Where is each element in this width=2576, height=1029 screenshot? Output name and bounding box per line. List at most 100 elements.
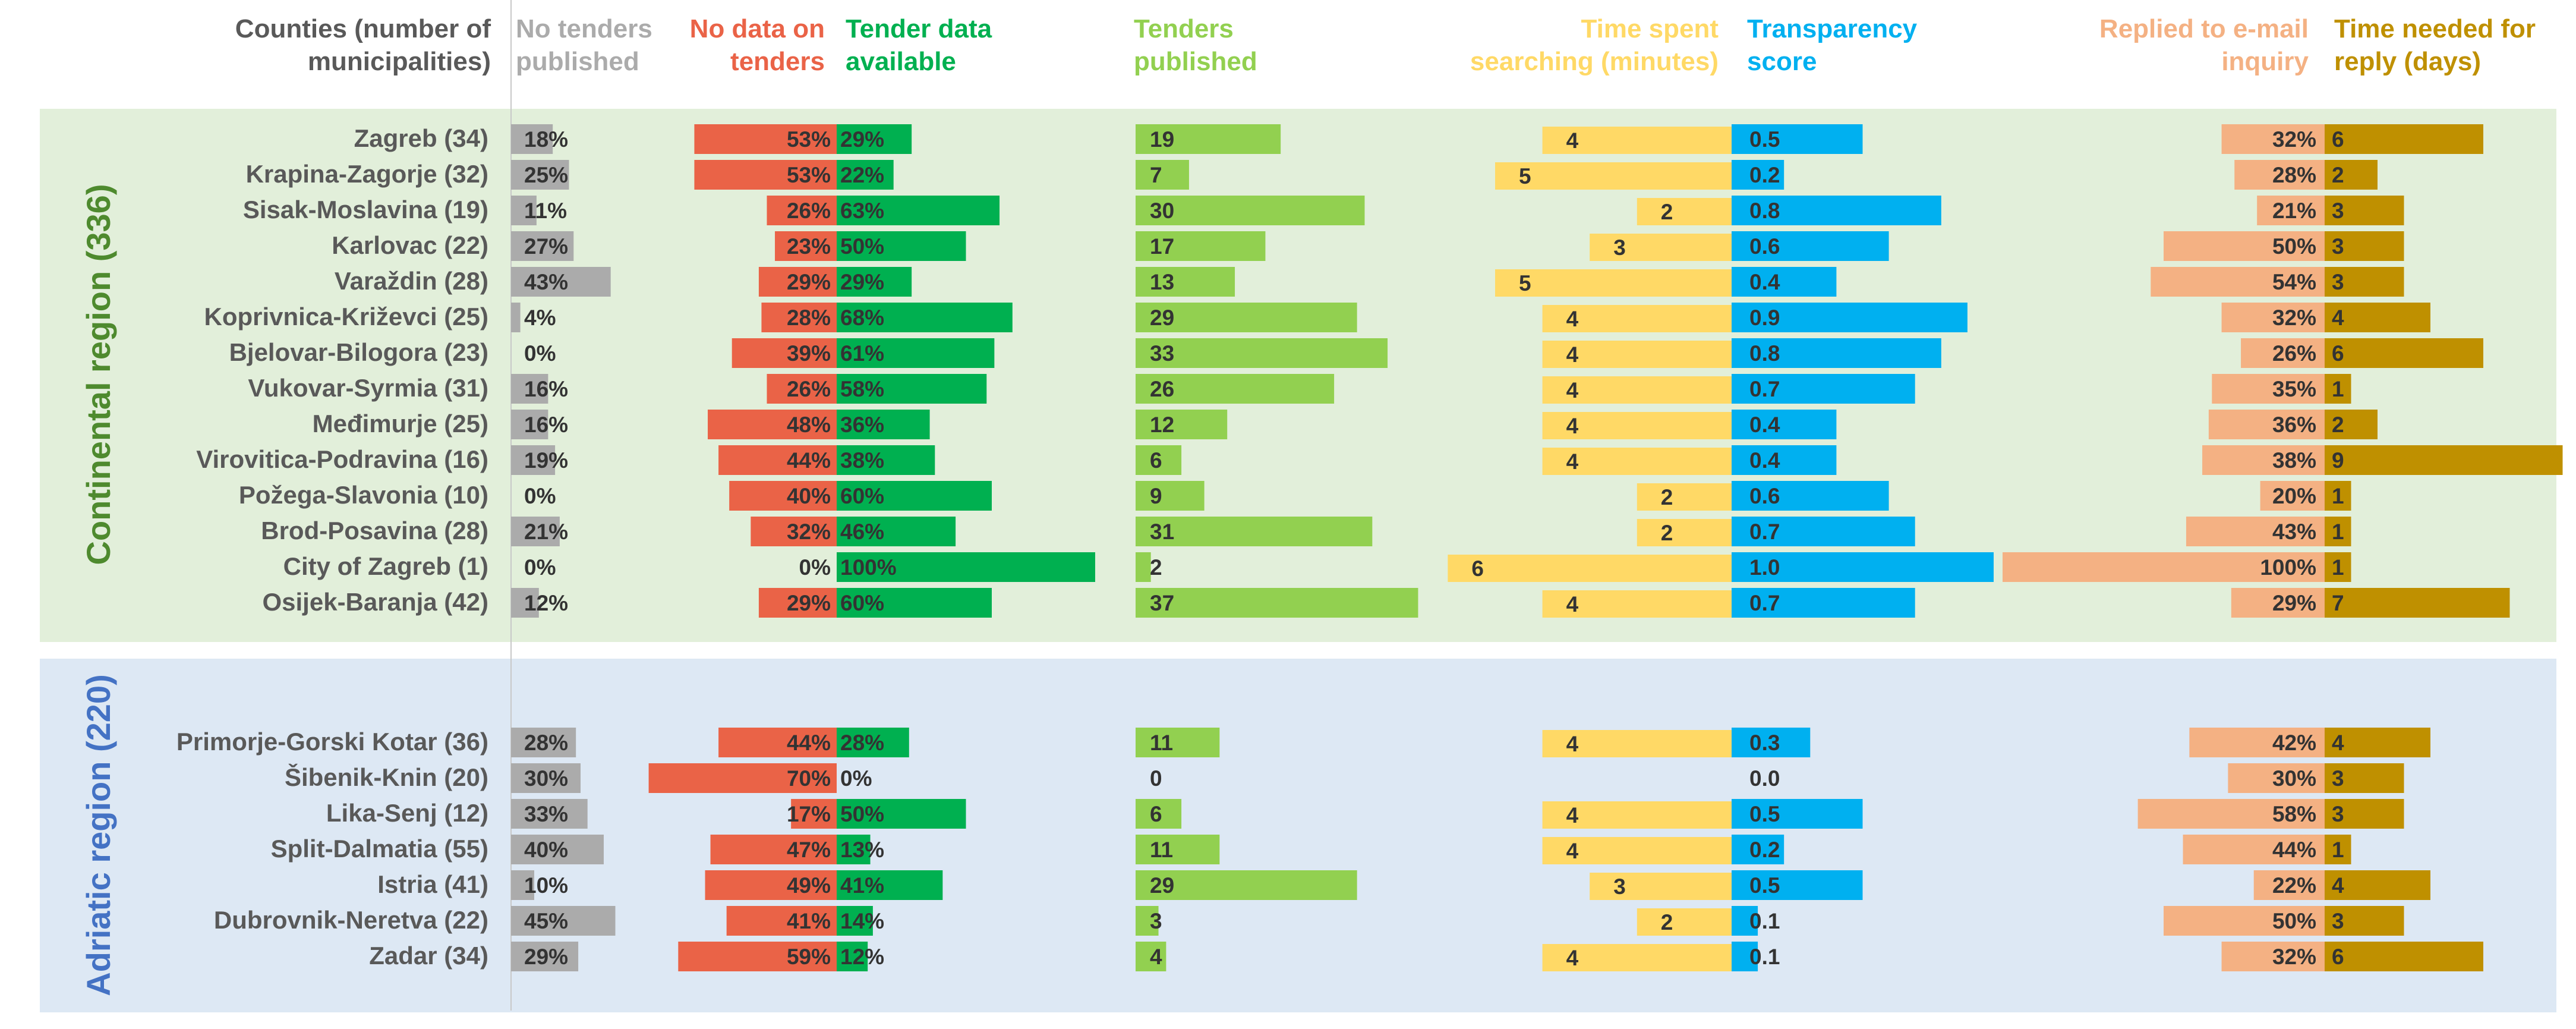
bar-replied — [2003, 552, 2325, 582]
label-reply-days: 1 — [2332, 484, 2344, 508]
bar-transparency — [1732, 481, 1889, 511]
bar-tender-data — [837, 588, 992, 618]
bar-no-data — [758, 588, 837, 618]
bar-transparency — [1732, 517, 1915, 546]
header-tenders-published-line2: published — [1134, 47, 1257, 76]
label-transparency: 0.7 — [1749, 520, 1780, 544]
bar-reply-days — [2325, 942, 2483, 971]
bar-tender-data — [837, 410, 930, 439]
bar-transparency — [1732, 160, 1784, 190]
bar-tenders-published — [1136, 552, 1151, 582]
label-tenders-published: 19 — [1150, 127, 1174, 152]
label-transparency: 0.0 — [1749, 766, 1780, 791]
bar-reply-days — [2325, 517, 2351, 546]
bar-replied — [2260, 481, 2325, 511]
label-no-tenders: 12% — [524, 591, 568, 615]
label-no-data: 47% — [787, 838, 831, 862]
bar-reply-days — [2325, 552, 2351, 582]
label-no-data: 44% — [787, 731, 831, 755]
label-tenders-published: 7 — [1150, 163, 1162, 187]
county-label: Koprivnica-Križevci (25) — [204, 303, 489, 331]
bar-reply-days — [2325, 870, 2430, 900]
label-tenders-published: 12 — [1150, 413, 1174, 437]
label-tender-data: 14% — [840, 909, 884, 933]
label-tenders-published: 17 — [1150, 234, 1174, 259]
bar-no-data — [758, 267, 837, 297]
bar-no-tenders — [511, 303, 521, 332]
bar-tenders-published — [1136, 588, 1418, 618]
bar-reply-days — [2325, 763, 2404, 793]
bar-transparency — [1732, 942, 1758, 971]
bar-replied — [2221, 942, 2325, 971]
bar-tenders-published — [1136, 267, 1235, 297]
bar-tender-data — [837, 942, 868, 971]
bar-transparency — [1732, 196, 1941, 225]
bar-time-spent — [1542, 127, 1732, 154]
bar-no-data — [718, 445, 837, 475]
label-reply-days: 3 — [2332, 270, 2344, 294]
label-tenders-published: 13 — [1150, 270, 1174, 294]
bar-replied — [2228, 763, 2325, 793]
header-time-spent-line1: Time spent — [1581, 14, 1719, 43]
label-reply-days: 3 — [2332, 234, 2344, 259]
header-counties-line1: Counties (number of — [235, 14, 491, 43]
bar-reply-days — [2325, 338, 2483, 368]
label-time-spent: 4 — [1566, 803, 1579, 827]
label-reply-days: 1 — [2332, 520, 2344, 544]
label-no-tenders: 43% — [524, 270, 568, 294]
label-reply-days: 4 — [2332, 731, 2344, 755]
label-transparency: 0.1 — [1749, 909, 1780, 933]
label-time-spent: 5 — [1519, 271, 1531, 295]
label-time-spent: 2 — [1661, 485, 1673, 509]
label-no-data: 53% — [787, 127, 831, 152]
bar-no-tenders — [511, 517, 560, 546]
label-replied: 21% — [2272, 199, 2316, 223]
label-transparency: 0.8 — [1749, 341, 1780, 366]
bar-tender-data — [837, 160, 894, 190]
label-replied: 50% — [2272, 234, 2316, 259]
label-replied: 32% — [2272, 127, 2316, 152]
label-time-spent: 4 — [1566, 839, 1579, 863]
label-tenders-published: 29 — [1150, 306, 1174, 330]
label-replied: 42% — [2272, 731, 2316, 755]
bar-tenders-published — [1136, 124, 1281, 154]
header-counties-line2: municipalities) — [308, 47, 491, 76]
bar-replied — [2241, 338, 2325, 368]
label-transparency: 0.4 — [1749, 270, 1780, 294]
bar-time-spent — [1495, 162, 1732, 190]
label-tender-data: 38% — [840, 448, 884, 473]
bar-no-data — [708, 410, 837, 439]
bar-replied — [2137, 799, 2325, 829]
county-label: Sisak-Moslavina (19) — [243, 196, 488, 224]
label-reply-days: 3 — [2332, 766, 2344, 791]
label-time-spent: 4 — [1566, 592, 1579, 616]
label-tender-data: 28% — [840, 731, 884, 755]
bar-tenders-published — [1136, 870, 1357, 900]
bar-no-data — [775, 231, 837, 261]
label-tenders-published: 26 — [1150, 377, 1174, 401]
bar-tenders-published — [1136, 728, 1220, 757]
label-replied: 54% — [2272, 270, 2316, 294]
label-tenders-published: 11 — [1150, 731, 1173, 755]
region-title-continental: Continental region (336) — [80, 184, 117, 565]
label-tenders-published: 9 — [1150, 484, 1162, 508]
label-tenders-published: 11 — [1150, 838, 1173, 862]
label-time-spent: 4 — [1566, 128, 1579, 153]
label-replied: 28% — [2272, 163, 2316, 187]
bar-no-data — [648, 763, 837, 793]
label-tender-data: 60% — [840, 484, 884, 508]
county-label: Varaždin (28) — [335, 267, 488, 295]
bar-tender-data — [837, 303, 1013, 332]
bar-time-spent — [1542, 376, 1732, 404]
label-transparency: 0.8 — [1749, 199, 1780, 223]
bar-transparency — [1732, 799, 1863, 829]
label-reply-days: 4 — [2332, 873, 2344, 898]
label-no-tenders: 25% — [524, 163, 568, 187]
label-no-data: 23% — [787, 234, 831, 259]
label-tender-data: 61% — [840, 341, 884, 366]
bar-tender-data — [837, 835, 871, 864]
header-transparency-score-line2: score — [1747, 47, 1817, 76]
label-time-spent: 6 — [1471, 556, 1484, 581]
label-tenders-published: 31 — [1150, 520, 1174, 544]
bar-time-spent — [1637, 483, 1732, 511]
